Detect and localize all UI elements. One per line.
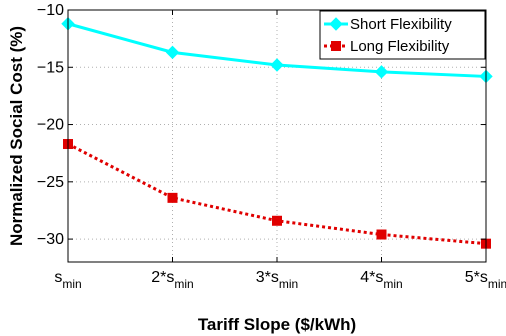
- x-tick-label: 4*smin: [360, 269, 402, 291]
- y-tick-label: −25: [37, 174, 64, 191]
- y-axis-title: Normalized Social Cost (%): [7, 26, 26, 246]
- y-tick-label: −30: [37, 231, 64, 248]
- legend-marker: [329, 17, 343, 31]
- legend-box: [319, 10, 486, 60]
- x-tick-label: 5*smin: [465, 269, 506, 291]
- data-point: [167, 192, 178, 203]
- data-point: [270, 58, 284, 72]
- x-axis-ticks: smin 2*smin 3*smin 4*smin 5*smin: [54, 10, 506, 291]
- y-tick-label: −10: [37, 2, 64, 19]
- data-point: [165, 45, 180, 60]
- series-short-flexibility: [61, 17, 493, 84]
- data-point: [376, 229, 387, 240]
- series-long-flexibility: [63, 139, 491, 249]
- x-tick-label: 2*smin: [151, 269, 193, 291]
- legend: Short Flexibility Long Flexibility: [319, 10, 486, 60]
- y-tick-label: −20: [37, 117, 64, 134]
- x-tick-label: 3*smin: [256, 269, 298, 291]
- legend-marker: [331, 41, 341, 51]
- x-tick-label: smin: [54, 269, 81, 291]
- y-axis-ticks: −30 −25 −20 −15 −10: [37, 2, 486, 248]
- legend-label: Long Flexibility: [350, 38, 450, 55]
- legend-label: Short Flexibility: [350, 16, 452, 33]
- x-axis-title: Tariff Slope ($/kWh): [198, 315, 356, 334]
- legend-entry: Short Flexibility: [324, 16, 452, 33]
- data-point: [272, 215, 282, 226]
- data-point: [374, 65, 389, 79]
- legend-entry: Long Flexibility: [324, 38, 450, 55]
- y-tick-label: −15: [37, 59, 64, 76]
